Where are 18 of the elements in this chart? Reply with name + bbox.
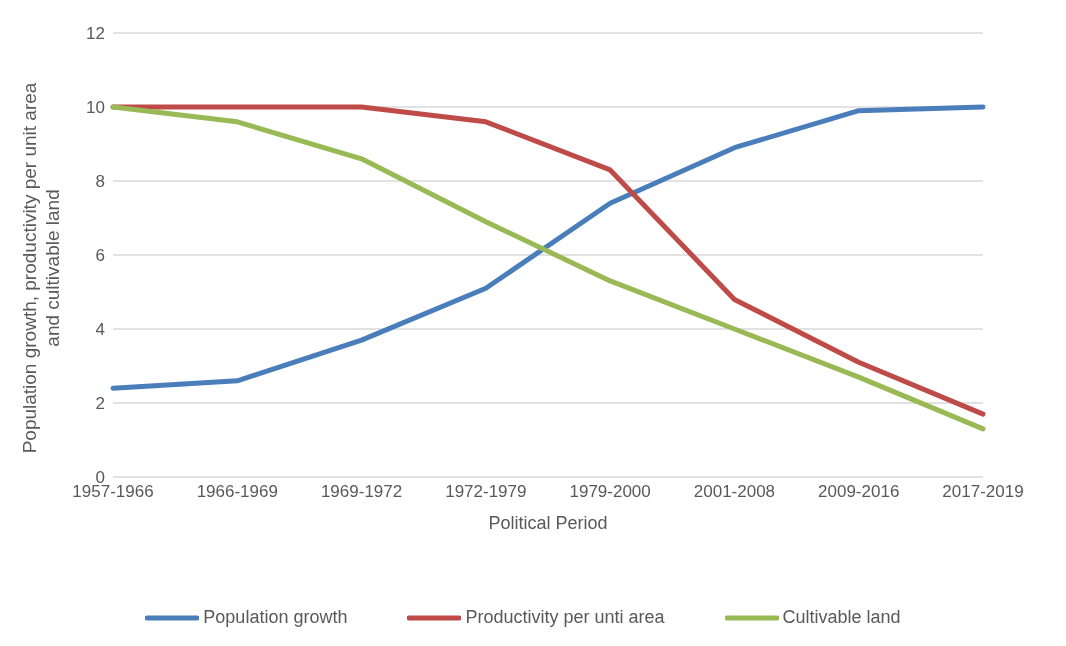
x-tick-label: 2001-2008	[693, 482, 776, 502]
y-axis-title: Population growth, productivity per unit area and cultivable land	[19, 82, 63, 454]
x-tick-label: 1979-2000	[569, 482, 651, 502]
x-tick-label: 2017-2019	[942, 482, 1024, 502]
y-tick-label: 10	[86, 98, 105, 118]
x-tick-label: 2009-2016	[818, 482, 900, 502]
y-tick-label: 8	[95, 172, 105, 192]
x-tick-label: 1966-1969	[196, 482, 278, 502]
y-tick-label: 12	[86, 24, 105, 44]
y-tick-label: 6	[95, 246, 105, 266]
x-axis-title: Political Period	[488, 513, 608, 533]
legend-label: Cultivable land	[781, 607, 901, 628]
x-tick-label: 1972-1979	[445, 482, 527, 502]
legend-label: Population growth	[202, 607, 348, 628]
x-tick-label: 1969-1972	[320, 482, 403, 502]
y-tick-label: 4	[95, 320, 105, 340]
legend-label: Productivity per unti area	[464, 607, 665, 628]
y-tick-label: 2	[95, 394, 105, 414]
